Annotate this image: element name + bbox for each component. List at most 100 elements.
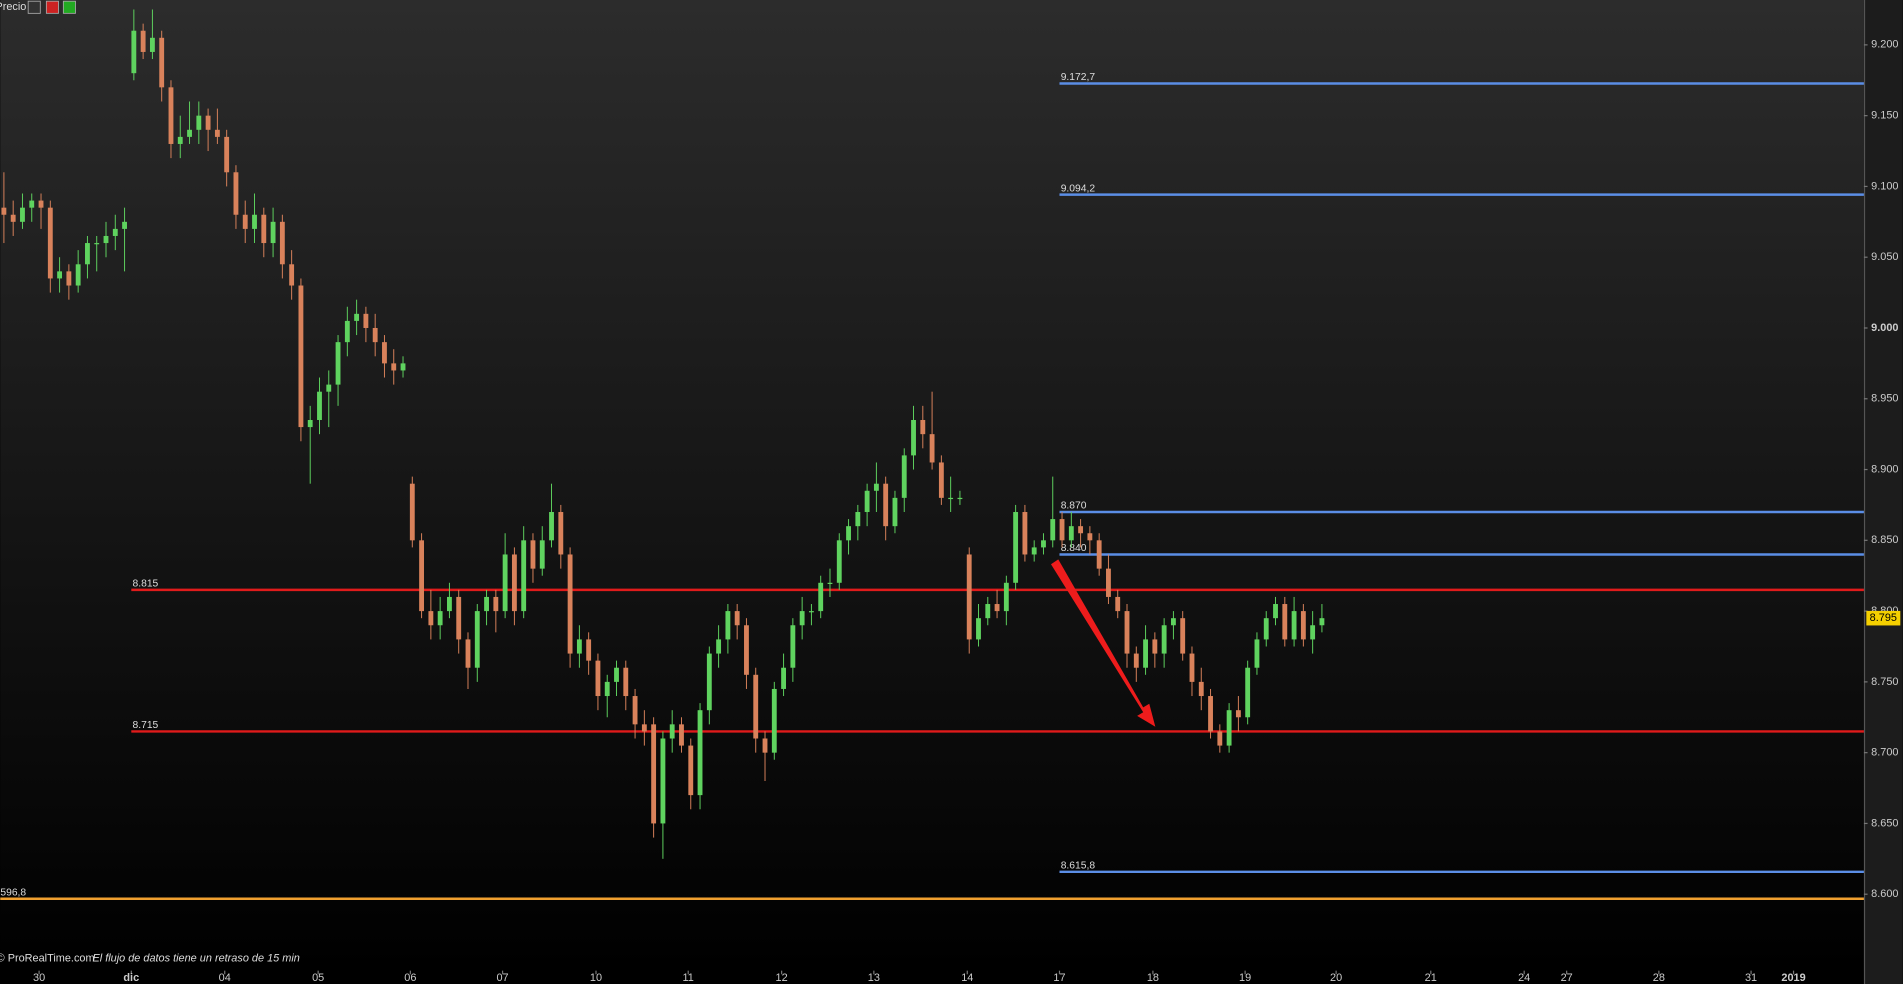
candle-body <box>1263 618 1269 640</box>
y-tick-label: 8.650 <box>1871 817 1898 829</box>
close-icon[interactable] <box>45 0 59 14</box>
candle-body <box>242 214 248 229</box>
candle-body <box>966 554 972 640</box>
candle-body <box>1198 681 1204 697</box>
x-tick-label: 30 <box>33 972 45 984</box>
candle-body <box>140 30 146 52</box>
candle-body <box>688 745 694 796</box>
candle-body <box>521 540 527 612</box>
level-label: 9.172,7 <box>1061 72 1096 83</box>
candle-body <box>205 115 211 130</box>
candle-body <box>883 483 889 527</box>
candle-body <box>1217 731 1223 746</box>
candle-body <box>920 419 926 435</box>
candle-body <box>122 221 127 229</box>
y-tick-label: 8.950 <box>1871 393 1898 405</box>
candle-body <box>38 200 44 208</box>
candle-body <box>214 129 220 137</box>
candle-body <box>1041 540 1046 548</box>
candle-body <box>1226 710 1232 746</box>
candle-body <box>409 483 415 541</box>
candle-body <box>641 724 647 732</box>
candle-body <box>502 554 508 612</box>
candle-body <box>1291 611 1297 640</box>
candle-body <box>660 738 666 824</box>
candle-body <box>1300 611 1306 640</box>
last-price-tag <box>1866 610 1901 626</box>
candle-body <box>1068 526 1074 541</box>
candle-body <box>252 214 257 229</box>
candle-body <box>1078 526 1084 534</box>
candle-body <box>1161 625 1167 654</box>
level-label: 8.596,8 <box>0 887 26 898</box>
candle-body <box>1050 519 1056 541</box>
x-tick-label: 24 <box>1518 972 1530 984</box>
level-label: 8.815 <box>133 579 159 590</box>
x-tick-label: dic <box>123 972 139 984</box>
axis-background <box>1863 0 1903 984</box>
candle-body <box>1 207 7 215</box>
candle-body <box>604 681 610 697</box>
arrow-annotation <box>1050 559 1156 727</box>
candle-body <box>75 264 81 286</box>
y-tick-label: 9.150 <box>1871 110 1898 122</box>
candle-body <box>400 363 406 371</box>
candle-body <box>846 526 851 541</box>
candle-body <box>586 639 592 661</box>
candle-body <box>576 639 582 654</box>
candle-body <box>382 342 387 364</box>
y-tick-label: 9.200 <box>1871 39 1898 51</box>
x-tick-label: 13 <box>868 972 880 984</box>
candle-body <box>177 136 183 144</box>
candle-body <box>344 320 350 343</box>
candle-body <box>948 497 954 500</box>
x-tick-label: 12 <box>776 972 788 984</box>
candle-body <box>66 271 72 286</box>
candle-body <box>855 512 861 527</box>
candle-body <box>419 540 425 612</box>
candle-body <box>632 696 638 725</box>
candle-body <box>354 313 360 321</box>
candle-body <box>614 667 619 682</box>
tool-icon[interactable] <box>27 0 41 14</box>
candle-body <box>131 30 137 74</box>
copyright: © ProRealTime.com <box>0 952 95 964</box>
candle-body <box>549 512 554 541</box>
add-icon[interactable] <box>62 0 76 14</box>
candle-body <box>326 384 332 392</box>
level-label: 8.870 <box>1061 501 1087 512</box>
candle-body <box>447 596 452 612</box>
candle-body <box>1170 618 1176 626</box>
candle-body <box>94 243 100 245</box>
candle-body <box>307 419 313 428</box>
candle-body <box>261 214 267 244</box>
candle-body <box>1273 604 1278 619</box>
candle-body <box>224 136 230 173</box>
candle-body <box>493 596 499 612</box>
candle-body <box>818 582 824 612</box>
level-label: 9.094,2 <box>1061 183 1096 194</box>
candle-body <box>1106 568 1111 597</box>
candle-body <box>873 483 879 491</box>
x-tick-label: 2019 <box>1781 972 1805 984</box>
candle-body <box>706 653 712 711</box>
candle-body <box>762 738 768 753</box>
x-tick-label: 21 <box>1425 972 1437 984</box>
candle-body <box>465 639 471 668</box>
candle-body <box>159 37 165 88</box>
x-tick-label: 27 <box>1561 972 1573 984</box>
layer: 9.200 9.150 9.100 9.050 9.000 8.950 8.900 8.850… <box>0 9 1901 984</box>
y-tick-label: 8.600 <box>1871 888 1898 900</box>
level-label: 8.840 <box>1061 543 1087 554</box>
x-tick-label: 20 <box>1330 972 1342 984</box>
candle-body <box>1245 667 1251 718</box>
y-tick-label: 8.750 <box>1871 676 1898 688</box>
candle-body <box>1087 533 1093 541</box>
y-tick-label: 9.050 <box>1871 251 1898 263</box>
x-tick-label: 10 <box>590 972 602 984</box>
candle-body <box>994 604 1000 612</box>
candle-body <box>567 554 573 654</box>
candle-body <box>10 214 16 222</box>
candle-body <box>725 611 731 640</box>
